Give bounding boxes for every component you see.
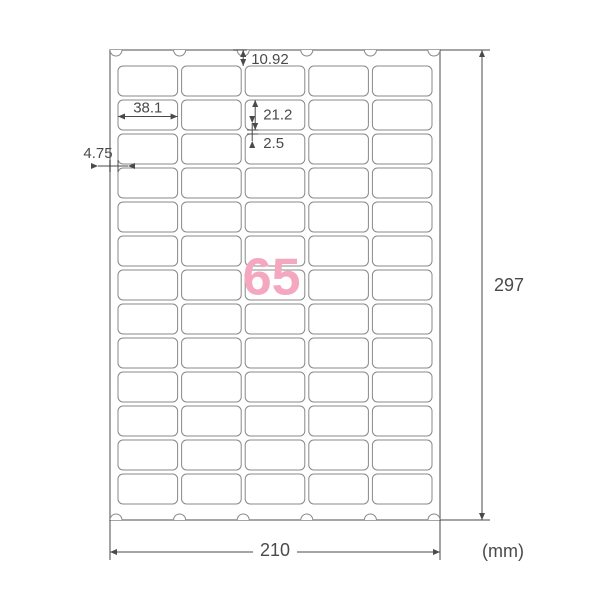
label-cell	[372, 338, 432, 368]
label-cell	[182, 100, 242, 130]
label-cell	[245, 406, 305, 436]
label-cell	[309, 66, 369, 96]
label-cell	[245, 474, 305, 504]
label-cell	[118, 372, 178, 402]
label-cell	[182, 66, 242, 96]
label-cell	[372, 134, 432, 164]
label-cell	[118, 168, 178, 198]
diagram-svg: 65 210 (mm) 297 10.92 38.1 21.2 2.5 4.75	[0, 0, 598, 598]
label-cell	[118, 304, 178, 334]
label-cell	[245, 372, 305, 402]
label-cell	[372, 168, 432, 198]
label-cell	[118, 134, 178, 164]
label-cell	[309, 338, 369, 368]
label-cell	[182, 236, 242, 266]
label-cell	[245, 440, 305, 470]
dim-top-margin: 10.92	[251, 51, 289, 68]
label-cell	[309, 372, 369, 402]
dim-sheet-height: 297	[494, 275, 524, 295]
label-cell	[309, 168, 369, 198]
label-cell	[372, 440, 432, 470]
label-cell	[118, 406, 178, 436]
label-cell	[245, 202, 305, 232]
label-cell	[118, 66, 178, 96]
label-cell	[245, 304, 305, 334]
dim-label-height: 21.2	[263, 107, 292, 124]
label-cell	[372, 270, 432, 300]
label-cell	[245, 338, 305, 368]
label-cell	[118, 474, 178, 504]
label-cell	[372, 66, 432, 96]
label-cell	[118, 202, 178, 232]
label-cell	[182, 474, 242, 504]
label-cell	[309, 100, 369, 130]
label-cell	[309, 304, 369, 334]
label-cell	[372, 100, 432, 130]
label-cell	[309, 474, 369, 504]
dim-sheet-width: 210	[260, 540, 290, 560]
label-cell	[372, 474, 432, 504]
label-cell	[309, 236, 369, 266]
label-cell	[118, 338, 178, 368]
label-cell	[182, 134, 242, 164]
label-sheet-diagram: { "diagram": { "type": "infographic", "u…	[0, 0, 598, 598]
label-cell	[182, 270, 242, 300]
label-cell	[372, 406, 432, 436]
dim-v-gap: 2.5	[263, 135, 284, 152]
label-cell	[245, 66, 305, 96]
unit-label: (mm)	[482, 541, 524, 561]
label-cell	[309, 440, 369, 470]
label-cell	[372, 236, 432, 266]
label-cell	[372, 304, 432, 334]
label-cell	[182, 168, 242, 198]
label-cell	[309, 202, 369, 232]
label-cell	[118, 440, 178, 470]
label-cell	[245, 168, 305, 198]
label-cell	[309, 406, 369, 436]
label-cell	[182, 202, 242, 232]
label-cell	[309, 270, 369, 300]
label-cell	[182, 304, 242, 334]
label-cell	[309, 134, 369, 164]
label-cell	[372, 372, 432, 402]
label-cell	[372, 202, 432, 232]
label-cell	[182, 372, 242, 402]
dim-label-width: 38.1	[133, 100, 162, 117]
label-cell	[182, 406, 242, 436]
label-cell	[182, 338, 242, 368]
label-cell	[118, 270, 178, 300]
label-cell	[118, 236, 178, 266]
label-count: 65	[243, 248, 301, 306]
label-cell	[182, 440, 242, 470]
dim-left-margin: 4.75	[83, 145, 112, 162]
